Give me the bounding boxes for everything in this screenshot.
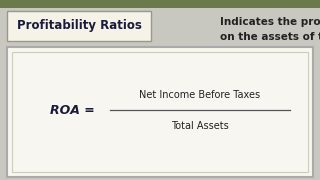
Text: Indicates the profitability: Indicates the profitability [220, 17, 320, 27]
FancyBboxPatch shape [7, 11, 151, 41]
Bar [0, 0, 320, 8]
FancyBboxPatch shape [7, 47, 313, 177]
Text: on the assets of the firm.: on the assets of the firm. [220, 32, 320, 42]
Text: ROA =: ROA = [50, 103, 94, 116]
Text: Profitability Ratios: Profitability Ratios [17, 19, 141, 32]
Text: Net Income Before Taxes: Net Income Before Taxes [140, 90, 260, 100]
Text: Total Assets: Total Assets [171, 121, 229, 131]
